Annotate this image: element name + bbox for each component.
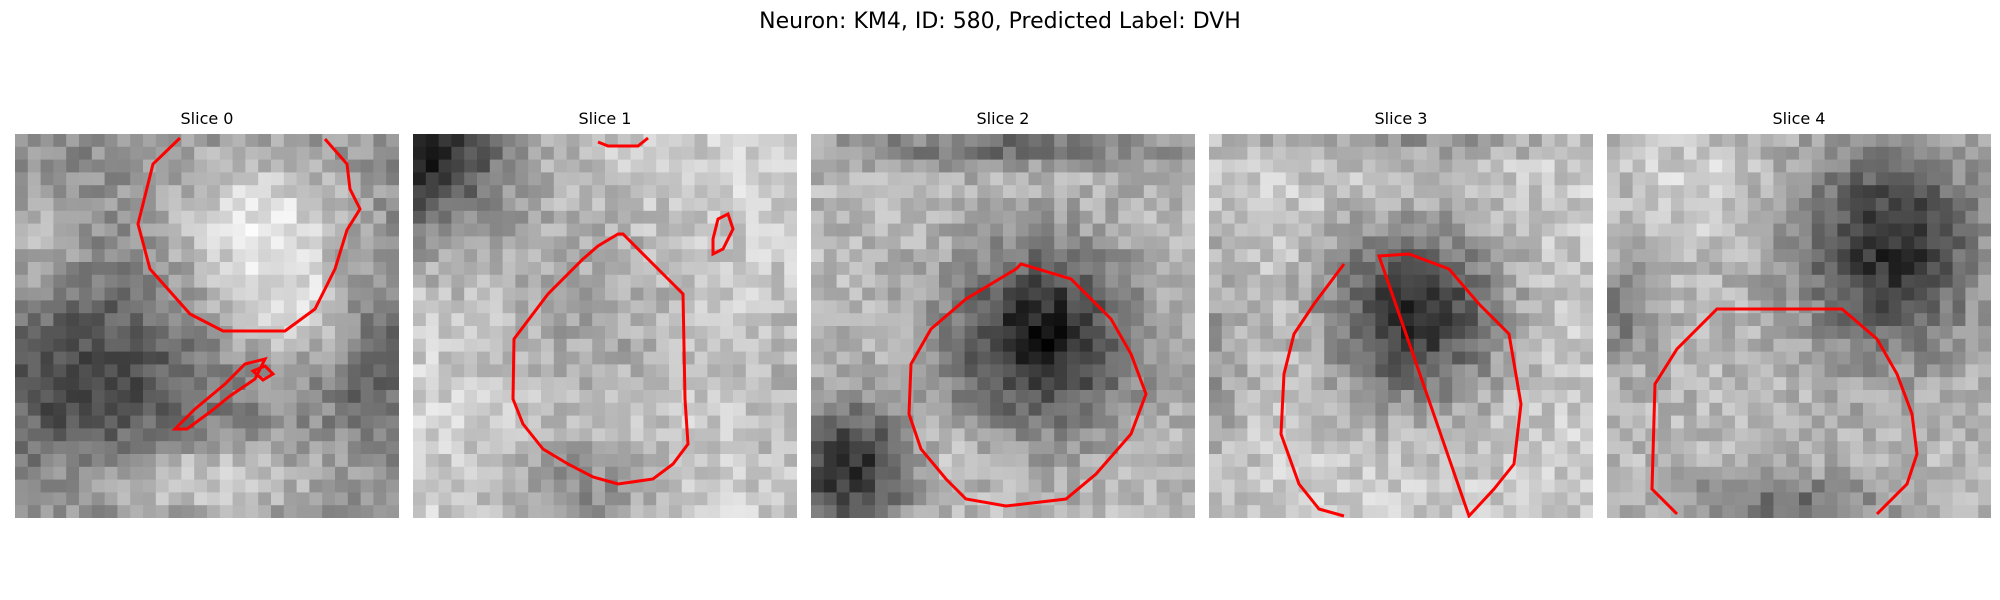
slice-title: Slice 3 bbox=[1374, 109, 1428, 128]
figure-title: Neuron: KM4, ID: 580, Predicted Label: D… bbox=[759, 9, 1241, 34]
segmentation-contour bbox=[597, 136, 649, 148]
slice-image bbox=[811, 134, 1195, 518]
slice-image bbox=[1607, 134, 1991, 518]
slice-title: Slice 0 bbox=[180, 109, 234, 128]
slice-title: Slice 1 bbox=[578, 109, 632, 128]
segmentation-contour bbox=[511, 232, 690, 486]
slice-title: Slice 4 bbox=[1772, 109, 1826, 128]
slice-image bbox=[1209, 134, 1593, 518]
segmentation-contour bbox=[1650, 307, 1919, 516]
slice-image bbox=[413, 134, 797, 518]
segmentation-contour bbox=[136, 136, 362, 333]
segmentation-contour bbox=[711, 211, 735, 257]
slice-title: Slice 2 bbox=[976, 109, 1030, 128]
segmentation-contour bbox=[907, 262, 1148, 508]
segmentation-contour bbox=[250, 364, 276, 382]
segmentation-contour bbox=[1279, 263, 1346, 518]
segmentation-contour bbox=[1376, 252, 1523, 518]
slice-image bbox=[15, 134, 399, 518]
